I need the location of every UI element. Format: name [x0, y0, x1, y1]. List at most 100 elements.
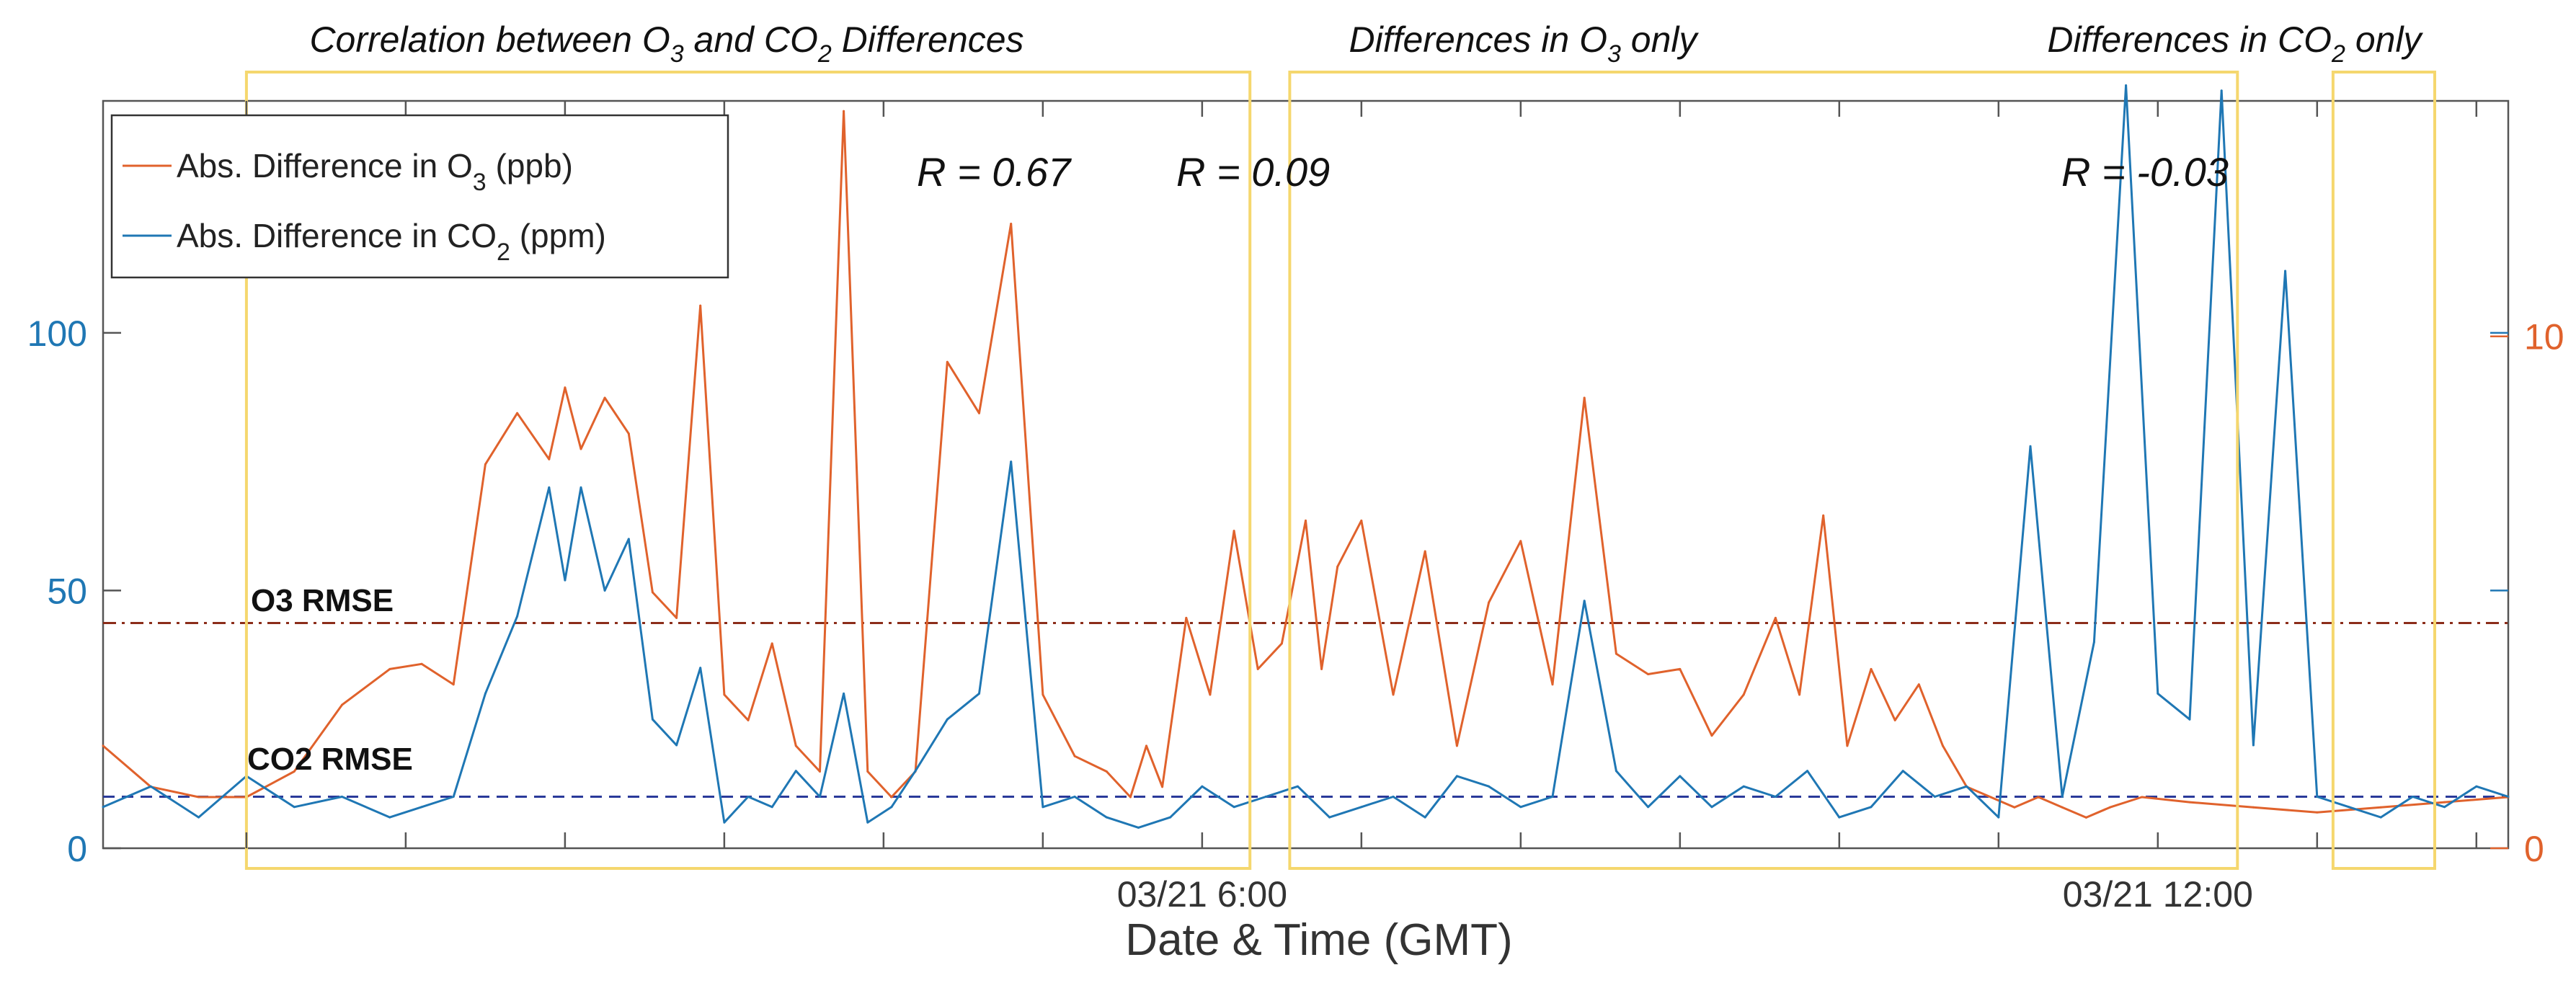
data-point-o3	[1256, 667, 1259, 670]
data-point-co2	[1647, 806, 1650, 809]
data-point-co2	[1041, 806, 1044, 809]
data-point-o3	[843, 110, 845, 112]
data-point-o3	[2061, 806, 2064, 809]
data-point-o3	[1893, 719, 1896, 721]
data-point-o3	[1010, 223, 1013, 225]
co2-rmse-label: CO2 RMSE	[247, 742, 413, 777]
data-point-co2	[102, 806, 105, 809]
data-point-co2	[516, 615, 519, 618]
data-point-o3	[2109, 806, 2111, 809]
region-2-r-value: R = 0.09	[1176, 149, 1330, 195]
data-point-co2	[1806, 770, 1809, 773]
region-2-title: Differences in O3 only	[1349, 19, 1699, 68]
data-point-co2	[2475, 785, 2478, 788]
data-point-o3	[1424, 550, 1426, 553]
data-point-o3	[1679, 667, 1682, 670]
data-point-o3	[651, 591, 654, 594]
data-point-o3	[2084, 816, 2087, 819]
data-point-o3	[770, 642, 773, 645]
data-point-co2	[914, 770, 917, 773]
data-point-o3	[388, 667, 391, 670]
legend: Abs. Difference in O3 (ppb) Abs. Differe…	[110, 114, 729, 279]
data-point-o3	[1073, 755, 1076, 757]
data-point-co2	[1870, 806, 1873, 809]
data-point-o3	[341, 703, 343, 706]
data-point-o3	[723, 693, 726, 696]
data-point-o3	[564, 386, 567, 389]
data-point-o3	[1280, 642, 1283, 645]
data-point-co2	[2125, 84, 2128, 86]
data-point-o3	[2443, 801, 2446, 804]
data-point-co2	[1997, 816, 2000, 819]
data-point-co2	[2157, 692, 2159, 695]
data-point-o3	[1185, 616, 1188, 619]
legend-box	[110, 114, 729, 279]
y-left-tick-label: 50	[47, 571, 87, 611]
data-point-o3	[603, 396, 606, 399]
data-point-o3	[579, 448, 582, 450]
data-point-o3	[890, 796, 893, 799]
data-point-o3	[1209, 693, 1212, 696]
series-layer	[102, 84, 2510, 829]
plot-area	[102, 99, 2510, 850]
data-point-co2	[699, 667, 702, 670]
data-point-o3	[516, 412, 519, 414]
x-axis-title: Date & Time (GMT)	[1125, 915, 1512, 965]
data-point-co2	[2379, 816, 2382, 819]
data-point-o3	[1710, 734, 1713, 737]
data-point-o3	[1989, 796, 1992, 799]
x-tick-label: 03/21 6:00	[1117, 874, 1287, 915]
data-point-o3	[1917, 683, 1920, 686]
data-point-co2	[1933, 796, 1936, 798]
data-point-co2	[1838, 816, 1841, 819]
data-point-co2	[747, 796, 750, 798]
data-point-co2	[1615, 770, 1617, 773]
data-point-o3	[1455, 744, 1458, 747]
data-point-co2	[2029, 445, 2032, 448]
data-point-o3	[1583, 396, 1586, 399]
data-point-o3	[2037, 796, 2040, 799]
data-point-co2	[1742, 785, 1745, 788]
region-3-title: Differences in CO2 only	[2047, 19, 2423, 68]
data-point-o3	[1551, 683, 1554, 686]
data-point-o3	[978, 412, 980, 414]
data-point-o3	[1360, 519, 1363, 522]
data-point-o3	[1647, 673, 1650, 675]
data-point-co2	[819, 796, 821, 798]
data-point-co2	[890, 806, 893, 809]
data-point-o3	[452, 683, 455, 686]
co2-rmse-label-text: CO2 RMSE	[247, 742, 413, 777]
data-point-co2	[1901, 770, 1904, 773]
series-line-co2	[102, 84, 2509, 829]
data-point-o3	[1105, 770, 1108, 773]
data-point-co2	[723, 821, 726, 824]
data-point-o3	[1320, 667, 1323, 670]
data-point-co2	[548, 486, 551, 489]
data-point-o3	[1392, 693, 1395, 696]
ticks-layer: 0 50 100 0 10 03/21 6:00 03/21 12:00	[27, 101, 2564, 915]
data-point-o3	[627, 432, 630, 435]
data-point-co2	[388, 816, 391, 819]
data-point-co2	[1328, 816, 1331, 819]
data-point-o3	[699, 304, 702, 307]
data-point-co2	[1774, 796, 1777, 798]
data-point-co2	[1073, 796, 1076, 798]
data-point-o3	[1798, 693, 1801, 696]
data-point-co2	[1551, 796, 1554, 798]
data-point-o3	[794, 744, 797, 747]
data-point-o3	[420, 662, 423, 665]
data-point-o3	[2316, 811, 2319, 814]
data-point-co2	[2284, 270, 2287, 272]
data-point-o3	[675, 616, 678, 619]
data-point-co2	[1360, 806, 1363, 809]
y-right-tick-label: 10	[2524, 317, 2564, 357]
rmse-lines	[103, 621, 2508, 798]
data-point-o3	[2379, 806, 2382, 809]
data-point-co2	[2348, 806, 2350, 809]
data-point-o3	[1742, 693, 1745, 696]
data-point-o3	[1519, 540, 1522, 543]
data-point-co2	[2316, 796, 2319, 798]
data-point-co2	[946, 718, 949, 721]
data-point-co2	[675, 744, 678, 747]
